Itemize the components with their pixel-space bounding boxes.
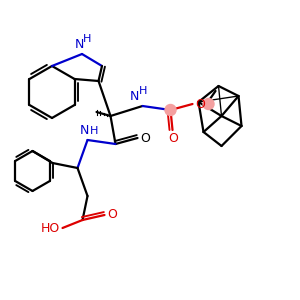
Text: N: N [80, 124, 89, 137]
Circle shape [165, 104, 176, 116]
Text: N: N [130, 91, 139, 103]
Text: HO: HO [41, 223, 60, 236]
Text: O: O [108, 208, 118, 221]
Text: O: O [141, 131, 151, 145]
Text: O: O [196, 98, 206, 110]
Circle shape [203, 98, 214, 110]
Text: H: H [90, 126, 99, 136]
Text: N: N [74, 38, 84, 52]
Text: H: H [83, 34, 91, 44]
Text: O: O [169, 131, 178, 145]
Text: H: H [139, 86, 148, 96]
